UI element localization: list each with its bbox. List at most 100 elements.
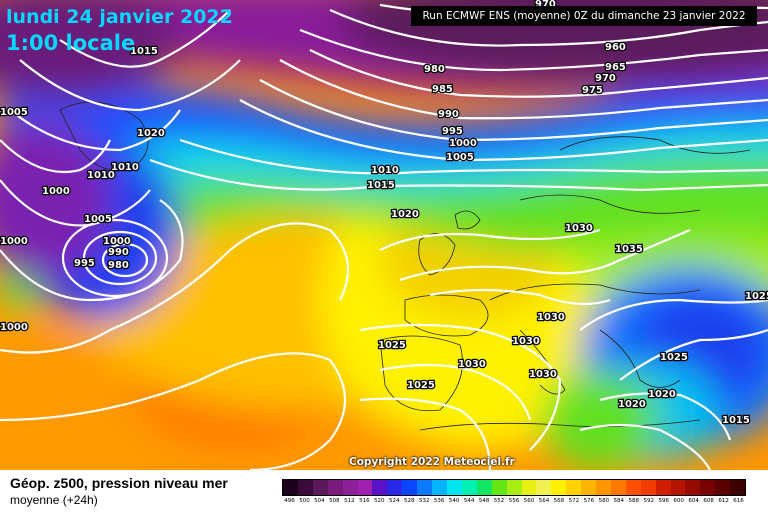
coastlines — [59, 101, 751, 431]
color-scale-swatch — [327, 480, 343, 495]
color-scale-tick-label: 520 — [374, 498, 385, 504]
isobar-labels: 970 960 965 970 975 980 985 990 995 1000… — [0, 0, 768, 427]
copyright-notice: Copyright 2022 Meteociel.fr — [349, 456, 515, 468]
color-scale-swatch — [461, 480, 477, 495]
color-scale-tick-label: 612 — [718, 498, 729, 504]
color-scale-tick-label: 596 — [658, 498, 669, 504]
isobar-label: 1020 — [648, 389, 676, 400]
color-scale-swatch — [655, 480, 671, 495]
map-area: 970 960 965 970 975 980 985 990 995 1000… — [0, 0, 768, 470]
isobar-label: 1015 — [130, 46, 158, 57]
color-scale-tick-label: 564 — [538, 498, 550, 504]
color-scale-tick-label: 616 — [733, 498, 744, 504]
color-scale-swatch — [640, 480, 656, 495]
footer-bar: Géop. z500, pression niveau mer moyenne … — [0, 470, 768, 512]
isobar-label: 1015 — [367, 180, 395, 191]
isobar-label: 985 — [432, 84, 453, 95]
isobar-label: 990 — [108, 247, 129, 258]
color-scale-tick-label: 524 — [389, 498, 400, 504]
isobar-label: 1000 — [42, 186, 70, 197]
color-scale-swatch — [387, 480, 403, 495]
forecast-date: lundi 24 janvier 2022 — [6, 6, 233, 28]
isobar-label: 1020 — [137, 128, 165, 139]
isobar-label: 1030 — [458, 359, 486, 370]
isobar-label: 1025 — [745, 291, 768, 302]
isobar-label: 960 — [605, 42, 626, 53]
color-scale-swatch — [312, 480, 328, 495]
color-scale-tick-label: 504 — [314, 498, 325, 504]
color-scale-swatch — [283, 480, 298, 495]
isobar-label: 1025 — [378, 340, 406, 351]
color-scale-tick-label: 568 — [553, 498, 565, 504]
color-scale-tick-label: 588 — [628, 498, 640, 504]
color-scale-swatch — [670, 480, 686, 495]
color-scale-ticks: 496 500 504 508 512 516 520 524 528 532 536 540 544 5… — [282, 496, 746, 507]
isobar-label: 1005 — [0, 107, 28, 118]
geopotential-color-field — [0, 0, 768, 470]
isobar-label: 1030 — [565, 223, 593, 234]
isobar-label: 965 — [605, 62, 626, 73]
color-scale-tick-label: 604 — [688, 498, 699, 504]
run-info-banner: Run ECMWF ENS (moyenne) 0Z du dimanche 2… — [411, 6, 757, 26]
color-scale-bar — [282, 479, 746, 496]
isobar-label: 1025 — [660, 352, 688, 363]
color-scale-swatch — [402, 480, 418, 495]
isobar-label: 1020 — [391, 209, 419, 220]
color-scale-tick-label: 500 — [299, 498, 310, 504]
color-scale-swatch — [342, 480, 358, 495]
color-scale-swatch — [491, 480, 507, 495]
isobar-label: 995 — [442, 126, 463, 137]
color-scale-tick-label: 600 — [673, 498, 684, 504]
isobar-label: 1030 — [529, 369, 557, 380]
color-scale-tick-label: 536 — [433, 498, 445, 504]
color-scale-swatch — [610, 480, 626, 495]
isobar-lines — [0, 3, 768, 470]
color-scale-swatch — [715, 480, 731, 495]
isobar-label: 1000 — [103, 236, 131, 247]
color-scale-tick-label: 560 — [523, 498, 535, 504]
color-scale-swatch — [297, 480, 313, 495]
color-scale-tick-label: 576 — [583, 498, 595, 504]
color-scale-swatch — [432, 480, 447, 495]
color-scale-swatch — [536, 480, 552, 495]
color-scale-tick-label: 508 — [329, 498, 340, 504]
isobar-label: 1025 — [407, 380, 435, 391]
isobar-label: 1035 — [615, 244, 643, 255]
isobar-label: 1000 — [0, 236, 28, 247]
color-scale-legend: 496 500 504 508 512 516 520 524 528 532 536 540 544 5… — [282, 479, 746, 508]
color-scale-tick-label: 532 — [418, 498, 430, 504]
color-scale-swatch — [476, 480, 492, 495]
isobar-label: 1015 — [722, 415, 750, 426]
color-scale-swatch — [581, 480, 597, 495]
color-scale-swatch — [685, 480, 701, 495]
color-scale-tick-label: 496 — [284, 498, 295, 504]
isobar-label: 1020 — [618, 399, 646, 410]
weather-map-graphic: 970 960 965 970 975 980 985 990 995 1000… — [0, 0, 768, 470]
isobar-label: 1010 — [87, 170, 115, 181]
isobar-label: 1005 — [84, 214, 112, 225]
color-scale-swatch — [372, 480, 388, 495]
color-scale-tick-label: 516 — [359, 498, 370, 504]
color-scale-swatch — [417, 480, 433, 495]
color-scale-tick-label: 548 — [478, 498, 490, 504]
forecast-time: 1:00 locale — [6, 31, 136, 55]
color-scale-tick-label: 572 — [568, 498, 580, 504]
color-scale-tick-label: 608 — [703, 498, 714, 504]
isobar-label: 980 — [108, 260, 129, 271]
isobar-label: 1005 — [446, 152, 474, 163]
color-scale-tick-label: 592 — [643, 498, 654, 504]
isobar-label: 970 — [595, 73, 616, 84]
isobar-label: 975 — [582, 85, 603, 96]
color-scale-swatch — [730, 480, 746, 495]
color-scale-tick-label: 540 — [448, 498, 460, 504]
map-title: Géop. z500, pression niveau mer — [10, 475, 228, 491]
color-scale-swatch — [357, 480, 373, 495]
isobar-label: 1030 — [512, 336, 540, 347]
color-scale-tick-label: 556 — [508, 498, 520, 504]
isobar-label: 1000 — [449, 138, 477, 149]
color-scale-tick-label: 584 — [613, 498, 625, 504]
color-scale-tick-label: 512 — [344, 498, 355, 504]
color-scale-swatch — [625, 480, 641, 495]
isobar-label: 1010 — [371, 165, 399, 176]
isobar-label: 970 — [535, 0, 556, 10]
